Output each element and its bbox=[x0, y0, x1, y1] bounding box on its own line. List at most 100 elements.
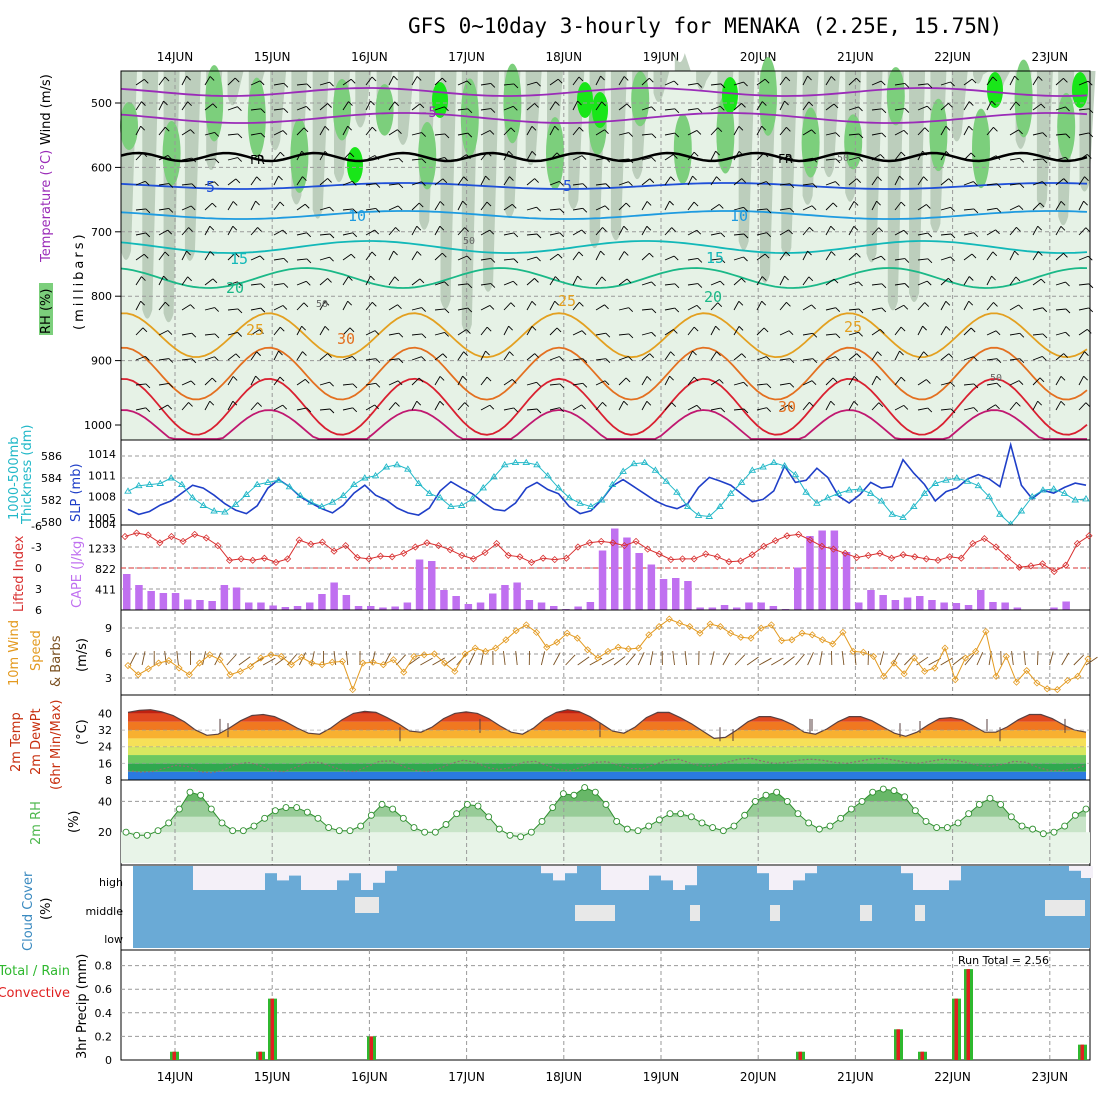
wind-barb-flag bbox=[968, 101, 974, 106]
lifted-index-marker bbox=[702, 550, 710, 558]
wind-barb bbox=[549, 181, 560, 186]
wind-barb-flag bbox=[719, 280, 725, 286]
wind-barb-flag bbox=[674, 108, 680, 114]
wind-barb bbox=[940, 381, 951, 386]
thickness-marker bbox=[124, 487, 132, 494]
wind-barb-flag bbox=[416, 76, 422, 81]
wind-barb bbox=[319, 178, 328, 186]
wind-barb-flag bbox=[968, 125, 974, 131]
precip-conv-bar bbox=[270, 998, 274, 1060]
wind-barb bbox=[319, 103, 328, 111]
thickness-marker bbox=[242, 490, 251, 497]
wind-speed-marker bbox=[584, 646, 592, 654]
wind-barb bbox=[825, 400, 832, 411]
wind-barb bbox=[342, 276, 349, 286]
wind-barb bbox=[342, 78, 352, 86]
wind-barb bbox=[549, 101, 556, 111]
wind-barb bbox=[871, 132, 882, 136]
wind-barb bbox=[756, 407, 767, 411]
thickness-marker bbox=[221, 508, 229, 515]
wind-speed-marker bbox=[910, 654, 918, 662]
wind-barb bbox=[457, 154, 467, 161]
wind-barb-flag bbox=[534, 103, 539, 108]
wind-barb-flag bbox=[973, 356, 978, 361]
surface-wind-barb bbox=[672, 651, 675, 666]
wind-barb-flag bbox=[394, 101, 399, 107]
rh-marker bbox=[741, 811, 749, 819]
wind-axis: 963 bbox=[105, 622, 112, 685]
wind-barb bbox=[250, 176, 258, 186]
wind-barb bbox=[480, 305, 491, 311]
wind-barb-flag bbox=[536, 408, 542, 414]
cape-bar bbox=[574, 606, 582, 610]
wind-barb bbox=[1055, 178, 1064, 186]
lifted-index-marker bbox=[388, 553, 396, 561]
wind-speed-marker bbox=[287, 661, 295, 669]
wind-barb-flag bbox=[214, 132, 219, 137]
wind-barb-flag bbox=[945, 326, 951, 331]
wind-barb-flag bbox=[991, 275, 996, 281]
wind-barb-flag bbox=[789, 382, 795, 388]
wind-barb-flag bbox=[669, 200, 674, 206]
thickness-label: Thickness (dm) bbox=[20, 425, 35, 525]
wind-barb-flag bbox=[926, 280, 932, 286]
wind-barb bbox=[1009, 380, 1020, 386]
wind-barb bbox=[1078, 255, 1089, 261]
wind-barb bbox=[871, 375, 878, 386]
wind-barb-flag bbox=[673, 329, 678, 334]
wind-barb bbox=[158, 330, 169, 336]
wind-barb-flag bbox=[835, 333, 841, 339]
wind-barb bbox=[480, 130, 491, 136]
wind-barb bbox=[204, 307, 215, 311]
rh-saturated-cell bbox=[577, 82, 593, 118]
wind-barb-flag bbox=[510, 302, 516, 308]
surface-wind-barb bbox=[1085, 656, 1098, 666]
wind-barb bbox=[595, 380, 606, 386]
wind-barb-flag bbox=[948, 102, 953, 108]
thickness-marker bbox=[231, 500, 240, 507]
precip-tick: 0.2 bbox=[95, 1030, 113, 1043]
lifted-index-marker bbox=[249, 556, 257, 564]
lifted-index-marker bbox=[1027, 562, 1035, 570]
cloud-clear-high bbox=[637, 866, 649, 890]
wind-barb-flag bbox=[260, 307, 266, 313]
cape-bar bbox=[708, 607, 717, 610]
wind-barb bbox=[273, 201, 281, 211]
wind-barb bbox=[802, 276, 810, 286]
surface-wind-barb bbox=[841, 651, 845, 666]
wind-barb-flag bbox=[812, 183, 818, 189]
wind-barb-flag bbox=[973, 208, 979, 214]
wind-barb-flag bbox=[605, 332, 611, 338]
wind-barb bbox=[940, 301, 947, 311]
lifted-index-marker bbox=[876, 549, 884, 557]
slp-tick: 1014 bbox=[88, 448, 116, 461]
wind-barb-flag bbox=[856, 353, 862, 358]
rh-green-cell bbox=[929, 98, 948, 172]
temp-line bbox=[127, 709, 1087, 740]
wind-barb-flag bbox=[651, 157, 656, 162]
lifted-index-marker bbox=[644, 545, 652, 553]
wind-barb bbox=[227, 308, 238, 311]
wind-barb-flag bbox=[209, 225, 215, 231]
wind-barb-flag bbox=[306, 106, 311, 111]
minmax-label: (6hr Min/Max) bbox=[49, 700, 64, 790]
wind-speed-marker bbox=[165, 657, 173, 665]
wind-barb bbox=[963, 407, 974, 411]
thickness-marker bbox=[317, 502, 326, 510]
wind-barb bbox=[710, 258, 721, 261]
isotherm-label-minus5: -5 bbox=[420, 105, 437, 121]
rh-marker bbox=[527, 828, 535, 836]
wind-barb bbox=[1032, 132, 1043, 136]
wind-barb-flag bbox=[1016, 401, 1021, 407]
wind-barb-flag bbox=[398, 332, 404, 338]
pressure-tick: 500 bbox=[91, 97, 112, 110]
wind-barb bbox=[641, 178, 651, 186]
rh-green-cell bbox=[375, 84, 394, 136]
wind-barb bbox=[227, 281, 238, 286]
wind-barb bbox=[342, 208, 353, 211]
wind-barb-flag bbox=[1015, 276, 1021, 282]
precip-conv-bar bbox=[896, 1029, 900, 1060]
wind-barb bbox=[1009, 157, 1020, 161]
